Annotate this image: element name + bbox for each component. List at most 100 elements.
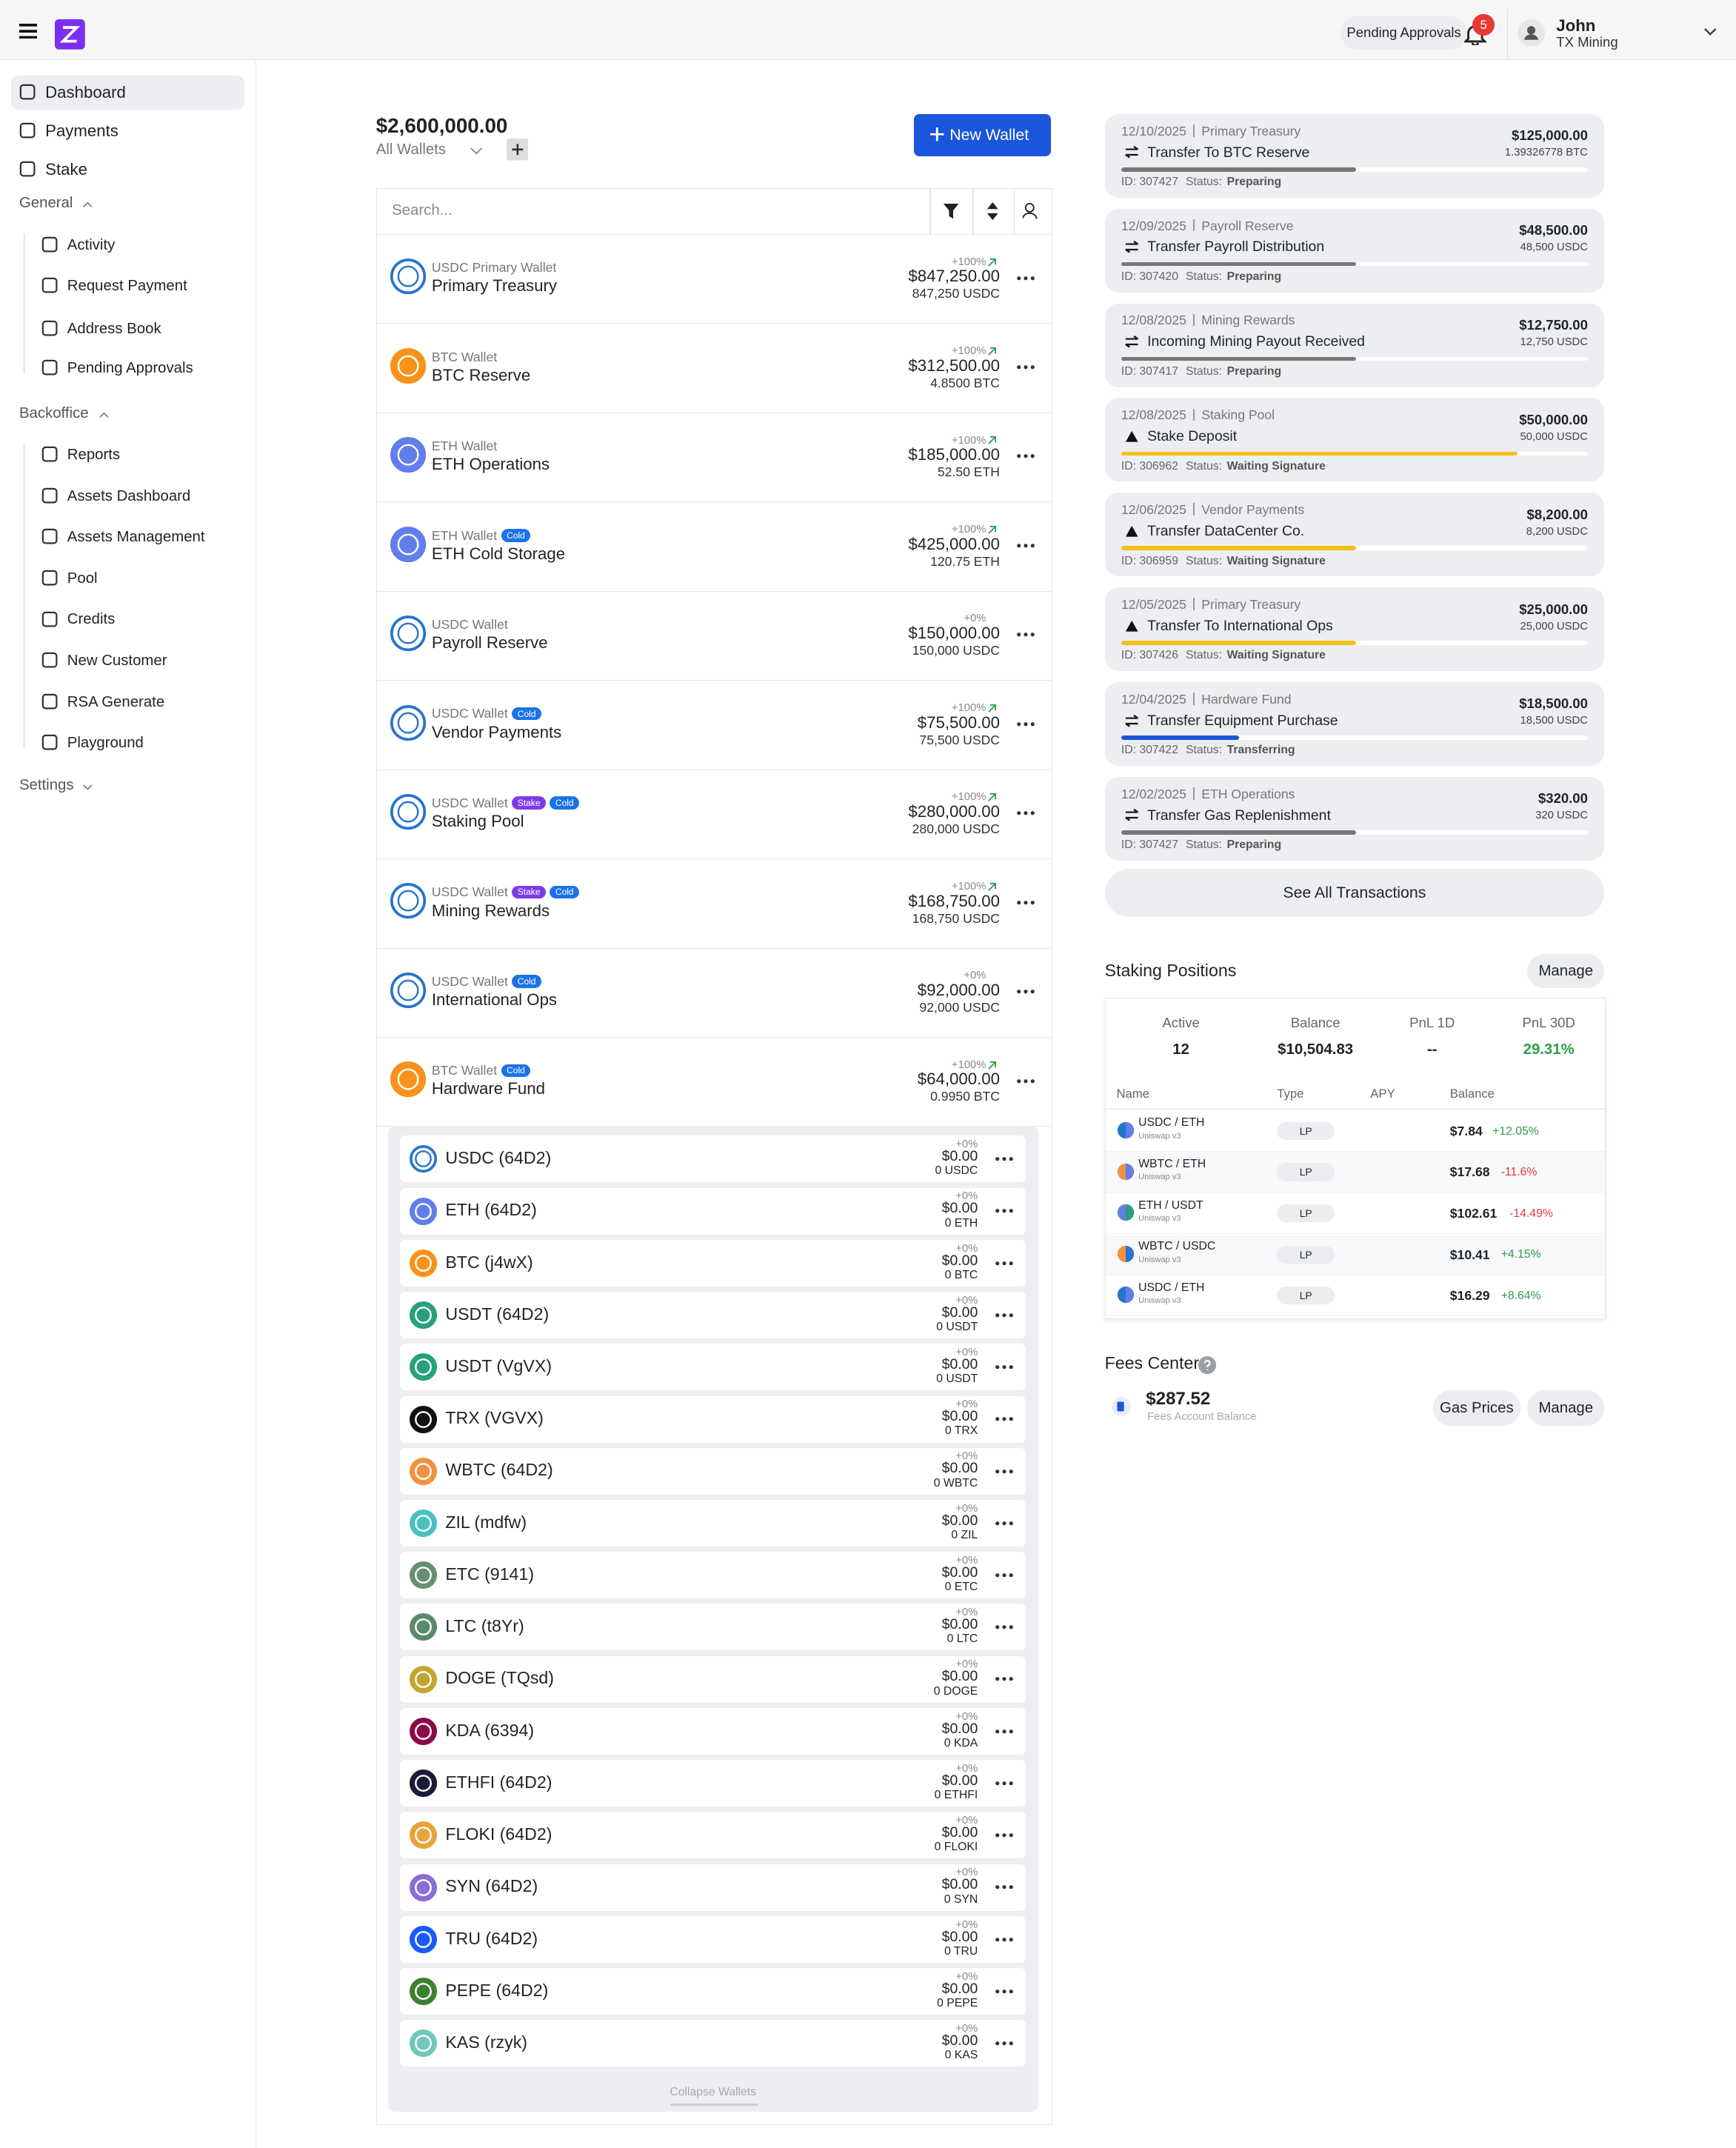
asset-row[interactable]: BTC (j4wX) +0% $0.00 0 BTC (400, 1239, 1026, 1287)
more-button[interactable] (1016, 632, 1035, 637)
more-button[interactable] (995, 1521, 1014, 1526)
filter-button[interactable] (944, 204, 959, 219)
transaction-card[interactable]: 12/05/2025 Primary Treasury Transfer To In… (1104, 587, 1605, 672)
nav-item[interactable]: Assets Dashboard (33, 479, 238, 513)
nav-item[interactable]: Assets Management (33, 520, 238, 554)
asset-row[interactable]: TRU (64D2) +0% $0.00 0 TRU (400, 1915, 1026, 1963)
wallet-row[interactable]: USDC Wallet Payroll Reserve +0% $150,000.00… (376, 593, 1052, 681)
asset-row[interactable]: ZIL (mdfw) +0% $0.00 0 ZIL (400, 1500, 1026, 1547)
asset-row[interactable]: LTC (t8Yr) +0% $0.00 0 LTC (400, 1604, 1026, 1651)
nav-item[interactable]: RSA Generate (33, 685, 238, 719)
wallet-selector[interactable]: All Wallets (375, 141, 447, 158)
asset-row[interactable]: USDT (VgVX) +0% $0.00 0 USDT (400, 1344, 1026, 1391)
staking-row[interactable]: WBTC / USDC Uniswap v3 LP $10.41 +4.15% (1105, 1234, 1606, 1275)
wallet-row[interactable]: BTC Wallet Cold Hardware Fund +100% $64,000.… (376, 1038, 1052, 1127)
more-button[interactable] (995, 1208, 1014, 1213)
nav-item[interactable]: Payments (11, 114, 244, 148)
collapse-wallets[interactable]: Collapse Wallets (670, 2085, 757, 2098)
more-button[interactable] (1016, 543, 1035, 548)
fees-button[interactable]: Manage (1527, 1390, 1605, 1427)
search-input[interactable]: Search... (392, 202, 453, 219)
wallet-row[interactable]: USDC Wallet Stake Cold Staking Pool +100% $28… (376, 771, 1052, 860)
more-button[interactable] (1016, 453, 1035, 458)
section-title[interactable]: Settings (19, 776, 74, 793)
section-title[interactable]: Backoffice (19, 404, 89, 421)
more-button[interactable] (995, 1416, 1014, 1421)
nav-item[interactable]: Stake (11, 153, 244, 187)
asset-row[interactable]: FLOKI (64D2) +0% $0.00 0 FLOKI (400, 1812, 1026, 1859)
user-name[interactable]: John (1556, 16, 1596, 36)
transaction-card[interactable]: 12/08/2025 Mining Rewards Incoming Mining … (1104, 303, 1605, 387)
wallet-row[interactable]: USDC Wallet Cold International Ops +0% $92,0… (376, 949, 1052, 1038)
more-button[interactable] (995, 1469, 1014, 1474)
user-filter-button[interactable] (1023, 202, 1041, 220)
asset-row[interactable]: ETH (64D2) +0% $0.00 0 ETH (400, 1187, 1026, 1235)
asset-row[interactable]: KDA (6394) +0% $0.00 0 KDA (400, 1707, 1026, 1755)
more-button[interactable] (995, 1572, 1014, 1578)
nav-item[interactable]: Reports (33, 438, 238, 472)
nav-item[interactable]: Credits (33, 602, 238, 636)
user-avatar[interactable] (1518, 19, 1546, 47)
transaction-card[interactable]: 12/02/2025 ETH Operations Transfer Gas Rep… (1104, 776, 1605, 861)
menu-button[interactable] (19, 23, 38, 39)
more-button[interactable] (995, 1937, 1014, 1942)
help-icon[interactable] (1198, 1355, 1216, 1374)
asset-row[interactable]: DOGE (TQsd) +0% $0.00 0 DOGE (400, 1655, 1026, 1703)
more-button[interactable] (1016, 364, 1035, 370)
pending-approvals[interactable]: Pending Approvals (1341, 16, 1467, 50)
section-chevron[interactable] (82, 784, 93, 790)
more-button[interactable] (995, 1676, 1014, 1681)
wallet-row[interactable]: BTC Wallet BTC Reserve +100% $312,500.00 4.8… (376, 324, 1052, 413)
user-menu-chevron[interactable] (1703, 27, 1717, 36)
section-title[interactable]: General (19, 195, 73, 212)
more-button[interactable] (995, 1364, 1014, 1370)
more-button[interactable] (1016, 810, 1035, 815)
asset-row[interactable]: ETC (9141) +0% $0.00 0 ETC (400, 1552, 1026, 1599)
selector-chevron[interactable] (470, 147, 484, 155)
wallet-row[interactable]: USDC Primary Wallet Primary Treasury +100%… (376, 236, 1052, 324)
wallet-row[interactable]: ETH Wallet ETH Operations +100% $185,000.00… (376, 414, 1052, 503)
staking-row[interactable]: USDC / ETH Uniswap v3 LP $7.84 +12.05% (1105, 1111, 1606, 1152)
transaction-card[interactable]: 12/09/2025 Payroll Reserve Transfer Payrol… (1104, 208, 1605, 293)
staking-row[interactable]: WBTC / ETH Uniswap v3 LP $17.68 -11.6% (1105, 1152, 1606, 1193)
more-button[interactable] (995, 1313, 1014, 1318)
more-button[interactable] (995, 2041, 1014, 2046)
more-button[interactable] (995, 1261, 1014, 1266)
transaction-card[interactable]: 12/08/2025 Staking Pool Stake Deposit $50,0… (1104, 398, 1605, 482)
more-button[interactable] (1016, 900, 1035, 905)
fees-button[interactable]: Gas Prices (1432, 1390, 1521, 1427)
asset-row[interactable]: TRX (VGVX) +0% $0.00 0 TRX (400, 1395, 1026, 1443)
asset-row[interactable]: SYN (64D2) +0% $0.00 0 SYN (400, 1864, 1026, 1911)
more-button[interactable] (995, 1884, 1014, 1889)
nav-item[interactable]: Pool (33, 561, 238, 596)
asset-row[interactable]: WBTC (64D2) +0% $0.00 0 WBTC (400, 1447, 1026, 1495)
staking-row[interactable]: USDC / ETH Uniswap v3 LP $16.29 +8.64% (1105, 1275, 1606, 1317)
section-chevron[interactable] (82, 201, 93, 208)
more-button[interactable] (995, 1624, 1014, 1630)
nav-item[interactable]: New Customer (33, 644, 238, 678)
transaction-card[interactable]: 12/10/2025 Primary Treasury Transfer To BT… (1104, 113, 1605, 198)
wallet-row[interactable]: ETH Wallet Cold ETH Cold Storage +100% $425,… (376, 503, 1052, 592)
asset-row[interactable]: USDT (64D2) +0% $0.00 0 USDT (400, 1292, 1026, 1339)
more-button[interactable] (1016, 989, 1035, 994)
wallet-row[interactable]: USDC Wallet Stake Cold Mining Rewards +100% $… (376, 860, 1052, 949)
asset-row[interactable]: ETHFI (64D2) +0% $0.00 0 ETHFI (400, 1760, 1026, 1807)
wallet-row[interactable]: USDC Wallet Cold Vendor Payments +100% $75,5… (376, 681, 1052, 770)
sort-button[interactable] (986, 202, 1000, 221)
see-all-transactions[interactable]: See All Transactions (1104, 868, 1605, 917)
transaction-card[interactable]: 12/06/2025 Vendor Payments Transfer DataCe… (1104, 493, 1605, 577)
more-button[interactable] (1016, 276, 1035, 281)
nav-item[interactable]: Address Book (33, 312, 238, 346)
more-button[interactable] (1016, 721, 1035, 727)
more-button[interactable] (1016, 1078, 1035, 1084)
nav-item[interactable]: Dashboard (10, 75, 244, 110)
asset-row[interactable]: USDC (64D2) +0% $0.00 0 USDC (400, 1135, 1026, 1183)
staking-row[interactable]: ETH / USDT Uniswap v3 LP $102.61 -14.49% (1105, 1193, 1606, 1234)
new-wallet-button[interactable]: New Wallet (914, 113, 1052, 157)
more-button[interactable] (995, 1832, 1014, 1838)
more-button[interactable] (995, 1156, 1014, 1161)
nav-item[interactable]: Request Payment (33, 269, 238, 303)
add-wallet-button[interactable] (506, 139, 529, 161)
nav-item[interactable]: Playground (33, 726, 238, 760)
nav-item[interactable]: Pending Approvals (33, 351, 238, 385)
